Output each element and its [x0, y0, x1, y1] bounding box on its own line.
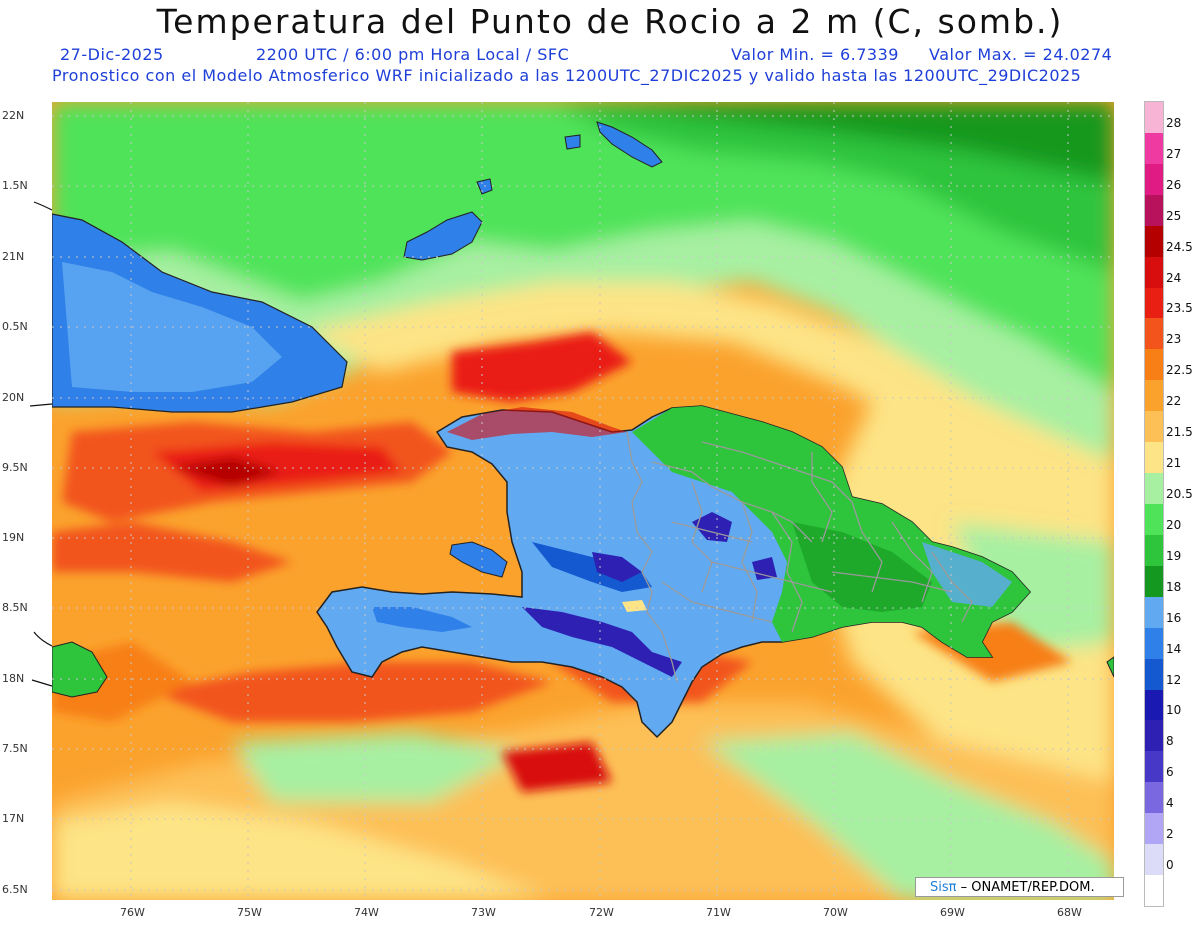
- max-value-label: Valor Max. = 24.0274: [929, 45, 1113, 64]
- legend-color-swatch: [1145, 411, 1163, 443]
- legend-label: 10: [1166, 703, 1182, 718]
- legend-label: 4: [1166, 796, 1174, 811]
- lon-tick: 71W: [706, 906, 731, 919]
- legend-label: 24.5: [1166, 239, 1193, 254]
- lat-tick: 20N: [2, 391, 25, 404]
- lat-tick: 0.5N: [2, 320, 28, 333]
- legend-color-swatch: [1145, 751, 1163, 783]
- legend-color-swatch: [1145, 132, 1163, 165]
- legend-label: 25: [1166, 208, 1182, 223]
- lat-tick: 7.5N: [2, 742, 28, 755]
- lat-tick: 21N: [2, 250, 25, 263]
- credit-text: – ONAMET/REP.DOM.: [960, 880, 1095, 895]
- sispi-logo: Sisπ: [930, 880, 957, 895]
- legend-label: 2: [1166, 827, 1174, 842]
- legend-color-swatch: [1145, 287, 1163, 319]
- lat-tick: 6.5N: [2, 883, 28, 896]
- legend-label: 14: [1166, 641, 1182, 656]
- legend-label: 27: [1166, 146, 1182, 161]
- legend-color-swatch: [1145, 627, 1163, 660]
- legend-color-swatch: [1145, 875, 1163, 906]
- legend-label: 28: [1166, 115, 1182, 130]
- legend-label: 23.5: [1166, 301, 1193, 316]
- legend-label: 20: [1166, 517, 1182, 532]
- lon-tick: 70W: [823, 906, 848, 919]
- legend-color-swatch: [1145, 349, 1163, 381]
- legend-label: 21: [1166, 456, 1182, 471]
- coast-edges: [30, 201, 53, 687]
- map-title: Temperatura del Punto de Rocio a 2 m (C,…: [156, 2, 1064, 41]
- legend-label: 24: [1166, 270, 1182, 285]
- legend-color-swatch: [1145, 782, 1163, 814]
- legend-color-swatch: [1145, 565, 1163, 598]
- legend-color-swatch: [1145, 504, 1163, 536]
- legend-label: 18: [1166, 579, 1182, 594]
- legend-color-swatch: [1145, 102, 1163, 134]
- min-value-label: Valor Min. = 6.7339: [731, 45, 899, 64]
- lat-tick: 17N: [2, 812, 25, 825]
- legend-color-swatch: [1145, 256, 1163, 289]
- dew-point-map: [52, 102, 1114, 900]
- legend-label: 12: [1166, 672, 1182, 687]
- legend-label: 6: [1166, 765, 1174, 780]
- lat-tick: 8.5N: [2, 601, 28, 614]
- lon-tick: 69W: [940, 906, 965, 919]
- legend-label: 0: [1166, 858, 1174, 873]
- legend-color-swatch: [1145, 813, 1163, 845]
- legend-color-swatch: [1145, 225, 1163, 258]
- date-label: 27-Dic-2025: [60, 45, 164, 64]
- legend-label: 8: [1166, 734, 1174, 749]
- lon-tick: 76W: [120, 906, 145, 919]
- legend-label: 19: [1166, 548, 1182, 563]
- lon-tick: 68W: [1057, 906, 1082, 919]
- legend-color-swatch: [1145, 194, 1163, 227]
- lat-tick: 22N: [2, 109, 25, 122]
- credit-box: Sisπ – ONAMET/REP.DOM.: [915, 877, 1124, 897]
- time-label: 2200 UTC / 6:00 pm Hora Local / SFC: [256, 45, 570, 64]
- legend-color-swatch: [1145, 689, 1163, 721]
- legend-color-swatch: [1145, 534, 1163, 567]
- legend-color-swatch: [1145, 380, 1163, 412]
- legend-label: 20.5: [1166, 487, 1193, 501]
- legend-label: 22: [1166, 394, 1182, 409]
- map-svg: [52, 102, 1114, 900]
- legend-color-swatch: [1145, 844, 1163, 876]
- lon-tick: 75W: [237, 906, 262, 919]
- legend-color-swatch: [1145, 720, 1163, 752]
- lat-tick: 18N: [2, 672, 25, 685]
- legend-color-swatch: [1145, 318, 1163, 350]
- legend-color-swatch: [1145, 596, 1163, 629]
- lon-tick: 73W: [471, 906, 496, 919]
- legend-color-swatch: [1145, 163, 1163, 196]
- legend-color-swatch: [1145, 442, 1163, 474]
- lat-tick: 19N: [2, 531, 25, 544]
- forecast-info: Pronostico con el Modelo Atmosferico WRF…: [52, 66, 1082, 85]
- legend-label: 22.5: [1166, 363, 1193, 378]
- lon-tick: 74W: [354, 906, 379, 919]
- color-legend-bar: [1144, 101, 1164, 907]
- legend-color-swatch: [1145, 658, 1163, 691]
- lat-tick: 1.5N: [2, 179, 28, 192]
- legend-label: 23: [1166, 332, 1182, 347]
- lat-tick: 9.5N: [2, 461, 28, 474]
- legend-color-swatch: [1145, 473, 1163, 505]
- legend-label: 21.5: [1166, 425, 1193, 440]
- legend-label: 26: [1166, 177, 1182, 192]
- legend-label: 16: [1166, 610, 1182, 625]
- lon-tick: 72W: [589, 906, 614, 919]
